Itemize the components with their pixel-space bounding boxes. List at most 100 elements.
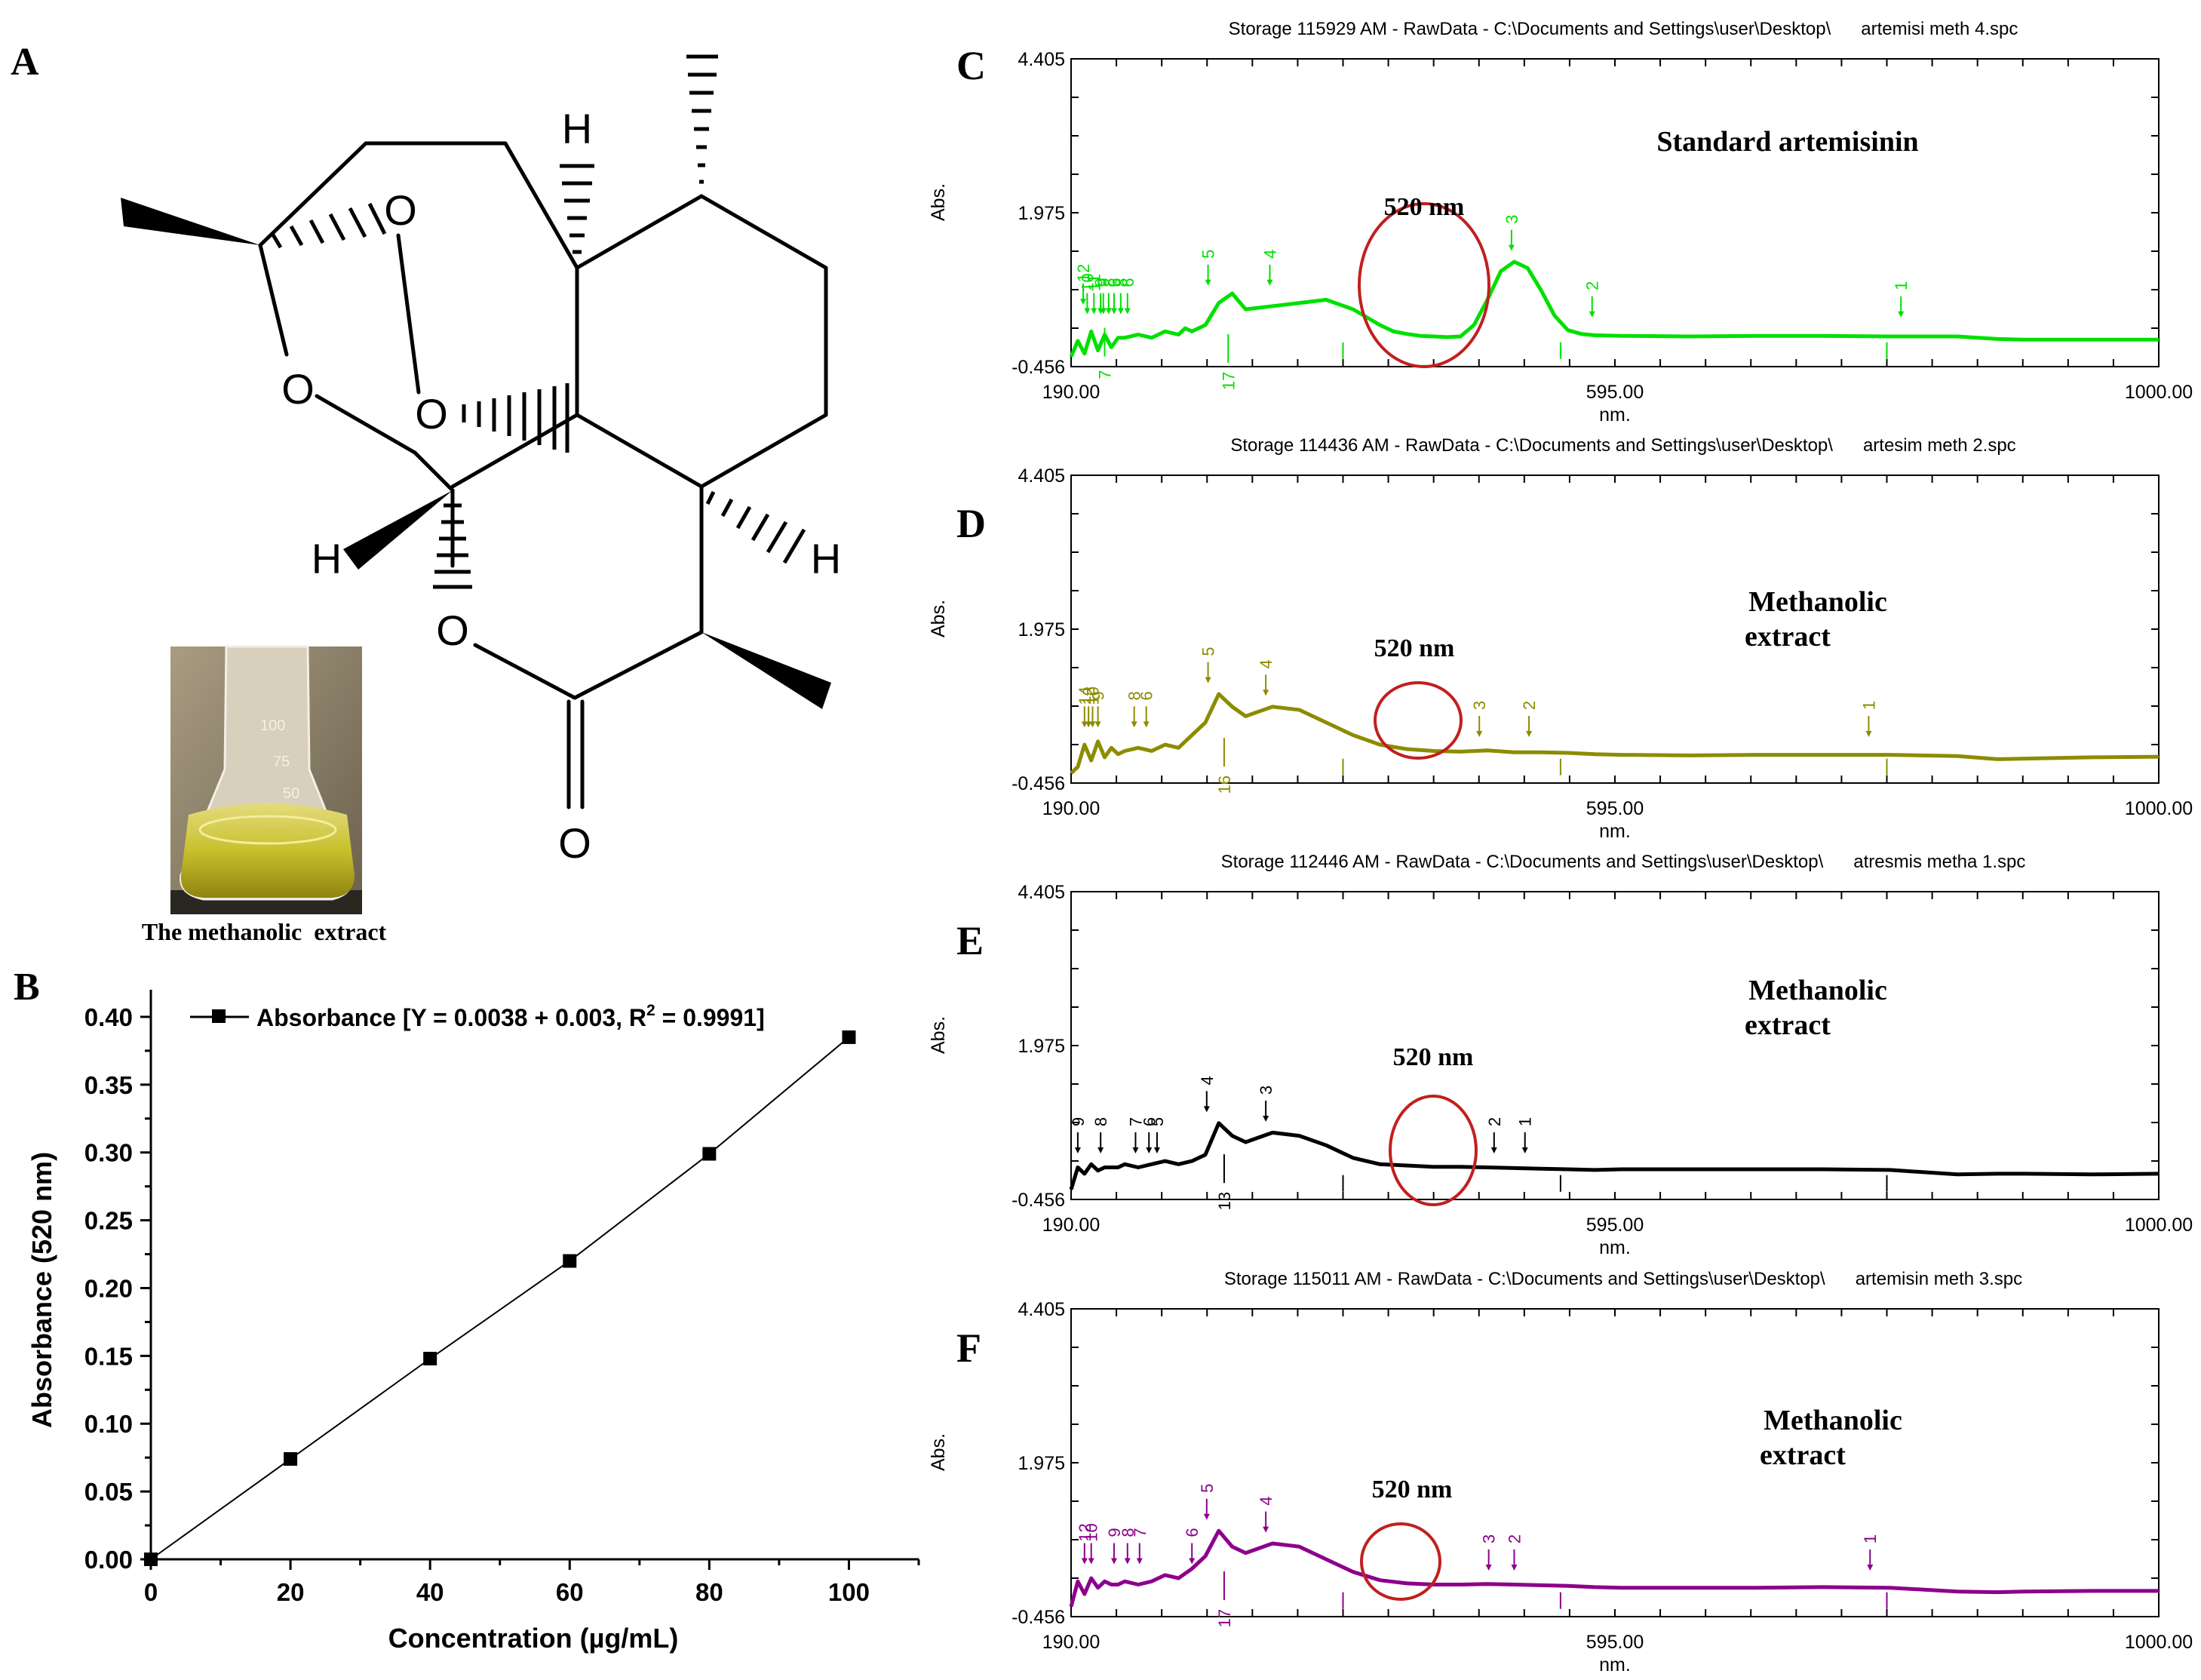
peak-marker-head <box>1081 1558 1088 1565</box>
spectrum-x-label: nm. <box>1599 404 1631 425</box>
panel-letter-e: E <box>956 918 984 963</box>
peak-marker-head <box>1153 1147 1160 1153</box>
peak-marker-head <box>1110 1558 1117 1565</box>
peak-label: 12 <box>1079 686 1098 705</box>
atom-o-lactone: O <box>436 607 469 654</box>
peak-label: 5 <box>1198 1484 1217 1493</box>
peak-marker-head <box>1263 1526 1269 1533</box>
peak-marker-head <box>1117 308 1124 315</box>
peak-label: 4 <box>1260 250 1279 259</box>
peak-marker-head <box>1205 279 1211 286</box>
calibration-x-tick-label: 0 <box>144 1578 158 1606</box>
peak-label: 11 <box>1085 274 1104 291</box>
peak-marker-head <box>1105 308 1112 315</box>
peak-marker-head <box>1508 244 1515 251</box>
spectrum-frame <box>1070 58 2160 367</box>
peak-label: 12 <box>1074 264 1093 282</box>
atom-h-right: H <box>811 535 841 582</box>
spectrum-panel-e: E Storage 112446 AM - RawData - C:\Docume… <box>928 852 2193 1258</box>
flask-mark-100: 100 <box>260 717 285 734</box>
calibration-y-tick-label: 0.40 <box>84 1003 133 1031</box>
highlight-ellipse-520nm <box>1360 1522 1441 1601</box>
peak-label: 9 <box>1091 278 1110 287</box>
peak-label: 4 <box>1257 659 1275 668</box>
peak-marker-head <box>1143 721 1150 728</box>
sample-annotation-line1: Methanolic <box>1764 1405 1902 1436</box>
peak-marker-head <box>1263 1115 1269 1122</box>
calibration-x-tick-label: 80 <box>695 1578 723 1606</box>
sample-annotation-line1: Methanolic <box>1748 586 1887 618</box>
peak-label: 1 <box>1892 281 1911 290</box>
peak-label: 6 <box>1183 1528 1202 1537</box>
peak-marker-head <box>1485 1564 1492 1571</box>
spectrum-panel-d: D Storage 114436 AM - RawData - C:\Docume… <box>928 435 2193 842</box>
calibration-y-tick-label: 0.10 <box>84 1410 133 1438</box>
spectrum-x-tick-label: 595.00 <box>1586 1632 1644 1653</box>
peak-label: 1 <box>1859 701 1878 710</box>
calibration-point <box>563 1254 577 1268</box>
calibration-y-tick-label: 0.25 <box>84 1207 133 1235</box>
peak-marker-head <box>1084 308 1091 315</box>
peak-label: 3 <box>1480 1534 1499 1543</box>
spectrum-y-tick-label: 4.405 <box>1018 49 1065 70</box>
spectrum-y-tick-label: 1.975 <box>1018 1453 1065 1474</box>
spectrum-title: Storage 112446 AM - RawData - C:\Documen… <box>1221 852 2026 872</box>
peak-marker-head <box>1100 308 1107 315</box>
peak-label: 17 <box>1215 1609 1234 1627</box>
spectrum-y-label: Abs. <box>928 600 949 637</box>
wedge-bonds <box>121 198 831 709</box>
calibration-x-label: Concentration (µg/mL) <box>388 1623 679 1654</box>
atom-h-top: H <box>562 105 592 152</box>
spectrum-title: Storage 114436 AM - RawData - C:\Documen… <box>1230 435 2015 456</box>
peak-marker-head <box>1266 279 1273 286</box>
peak-label: 4 <box>1257 1496 1275 1505</box>
peak-marker-head <box>1490 1147 1497 1153</box>
sample-annotation-line2: extract <box>1745 621 1831 653</box>
spectrum-y-tick-label: 4.405 <box>1018 465 1065 487</box>
panel-b-calibration: B 0.00 0.05 0.10 0.15 0.20 0.25 0.30 0.35 0.40 0 2… <box>14 966 920 1654</box>
flask-mark-50: 50 <box>283 785 299 802</box>
peak-marker-head <box>1521 1147 1528 1153</box>
peak-label: 8 <box>1100 278 1119 287</box>
molecule-bonds <box>258 141 828 809</box>
peak-marker-head <box>1203 1513 1210 1520</box>
calibration-y-tick-label: 0.35 <box>84 1071 133 1099</box>
spectrum-y-tick-label: -0.456 <box>1011 773 1065 794</box>
calibration-point <box>144 1553 158 1566</box>
peak-label: 7 <box>1131 1528 1150 1537</box>
peak-marker-head <box>1132 1147 1139 1153</box>
peak-label: 12 <box>1076 1523 1094 1541</box>
peak-label: 10 <box>1078 273 1097 291</box>
spectrum-y-label: Abs. <box>928 1433 949 1471</box>
calibration-axes: 0.00 0.05 0.10 0.15 0.20 0.25 0.30 0.35 0.40 0 20 4… <box>84 990 920 1606</box>
spectrum-x-tick-label: 190.00 <box>1042 1632 1100 1653</box>
flask-mark-75: 75 <box>273 754 290 770</box>
peak-label: 5 <box>1148 1117 1167 1126</box>
peak-marker-head <box>1124 1558 1131 1565</box>
atom-o-acetal: O <box>281 365 315 413</box>
wavelength-label: 520 nm <box>1384 193 1465 221</box>
peak-label: 6 <box>1119 278 1137 287</box>
highlight-ellipse-520nm <box>1358 202 1490 368</box>
spectrum-panel-c: C Storage 115929 AM - RawData - C:\Docume… <box>928 19 2193 425</box>
atom-o-carbonyl: O <box>558 819 591 867</box>
spectra-panels: C Storage 115929 AM - RawData - C:\Docume… <box>928 19 2193 1675</box>
peak-marker-head <box>1094 721 1101 728</box>
spectrum-x-tick-label: 1000.00 <box>2125 382 2193 403</box>
spectrum-trace <box>1070 692 2160 775</box>
legend-label: Absorbance [Y = 0.0038 + 0.003, R2 = 0.9… <box>256 1002 765 1031</box>
peak-marker-head <box>1085 721 1092 728</box>
highlight-ellipse-520nm <box>1389 1095 1478 1206</box>
peak-label: 3 <box>1503 214 1521 223</box>
spectrum-y-label: Abs. <box>928 1016 949 1054</box>
peak-label: 3 <box>1257 1086 1275 1095</box>
peak-label: 1 <box>1516 1117 1535 1126</box>
wavelength-label: 520 nm <box>1374 634 1455 662</box>
peak-label: 2 <box>1520 701 1539 710</box>
calibration-y-label: Absorbance (520 nm) <box>26 1152 57 1428</box>
spectrum-trace <box>1069 1528 2159 1608</box>
flask-photo: 100 75 50 <box>170 645 362 914</box>
peak-marker-head <box>1074 1147 1081 1153</box>
liquid-meniscus <box>198 815 337 845</box>
peak-label: 9 <box>1105 1528 1124 1537</box>
